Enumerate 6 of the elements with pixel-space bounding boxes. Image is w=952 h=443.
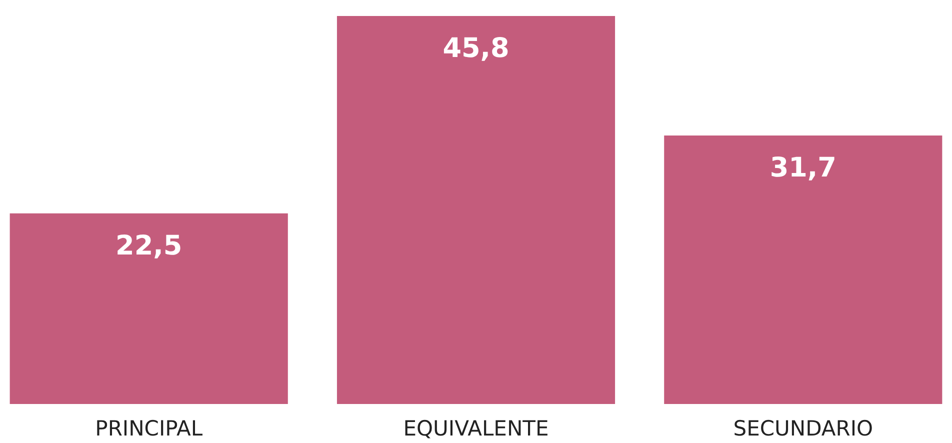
data-label: 45,8 [442,33,510,64]
x-tick-label: PRINCIPAL [95,416,203,440]
data-label: 31,7 [770,152,836,184]
x-tick-label: EQUIVALENTE [403,416,549,440]
data-label: 22,5 [116,230,182,262]
x-tick-label: SECUNDARIO [733,416,874,440]
